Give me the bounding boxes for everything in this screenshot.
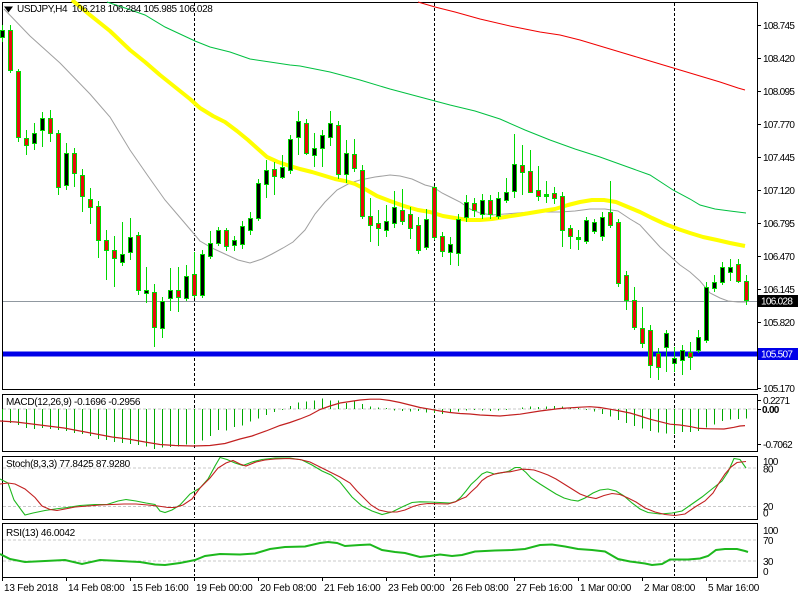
svg-text:105.170: 105.170 [763, 384, 795, 395]
svg-text:Stoch(8,3,3) 77.8425 87.9280: Stoch(8,3,3) 77.8425 87.9280 [6, 459, 131, 470]
svg-text:108.420: 108.420 [763, 54, 795, 65]
svg-text:108.745: 108.745 [763, 21, 795, 32]
svg-text:0: 0 [763, 567, 769, 578]
svg-text:105.820: 105.820 [763, 318, 795, 329]
svg-text:106.028: 106.028 [761, 297, 793, 308]
svg-text:70: 70 [763, 536, 774, 547]
svg-text:105.507: 105.507 [761, 350, 793, 361]
svg-text:20 Feb 08:00: 20 Feb 08:00 [260, 583, 317, 594]
svg-text:30: 30 [763, 557, 774, 568]
svg-text:0.2271: 0.2271 [763, 396, 791, 407]
svg-text:5 Mar 16:00: 5 Mar 16:00 [708, 583, 760, 594]
svg-text:107.120: 107.120 [763, 186, 795, 197]
svg-text:108.095: 108.095 [763, 87, 795, 98]
svg-text:23 Feb 00:00: 23 Feb 00:00 [388, 583, 445, 594]
svg-text:27 Feb 16:00: 27 Feb 16:00 [516, 583, 573, 594]
svg-text:0.00: 0.00 [762, 405, 780, 416]
svg-text:107.445: 107.445 [763, 153, 795, 164]
svg-text:107.770: 107.770 [763, 120, 795, 131]
svg-text:100: 100 [763, 526, 779, 537]
svg-text:106.145: 106.145 [763, 285, 795, 296]
svg-text:19 Feb 00:00: 19 Feb 00:00 [196, 583, 253, 594]
svg-text:106.470: 106.470 [763, 252, 795, 263]
svg-text:15 Feb 16:00: 15 Feb 16:00 [132, 583, 189, 594]
svg-text:80: 80 [763, 465, 774, 476]
svg-text:13 Feb 2018: 13 Feb 2018 [4, 583, 59, 594]
svg-text:26 Feb 08:00: 26 Feb 08:00 [452, 583, 509, 594]
svg-text:0: 0 [763, 509, 769, 520]
svg-text:100: 100 [763, 457, 779, 468]
svg-text:RSI(13) 46.0042: RSI(13) 46.0042 [6, 528, 76, 539]
svg-text:106.795: 106.795 [763, 219, 795, 230]
svg-text:MACD(12,26,9) -0.1696 -0.2956: MACD(12,26,9) -0.1696 -0.2956 [6, 397, 141, 408]
svg-text:-0.7062: -0.7062 [763, 440, 793, 451]
svg-text:USDJPY,H4 106.218 106.284 105: USDJPY,H4 106.218 106.284 105.985 106.02… [17, 4, 213, 15]
svg-text:2 Mar 08:00: 2 Mar 08:00 [644, 583, 696, 594]
svg-text:14 Feb 08:00: 14 Feb 08:00 [68, 583, 125, 594]
svg-text:21 Feb 16:00: 21 Feb 16:00 [324, 583, 381, 594]
svg-text:1 Mar 00:00: 1 Mar 00:00 [580, 583, 632, 594]
svg-text:20: 20 [763, 502, 774, 513]
